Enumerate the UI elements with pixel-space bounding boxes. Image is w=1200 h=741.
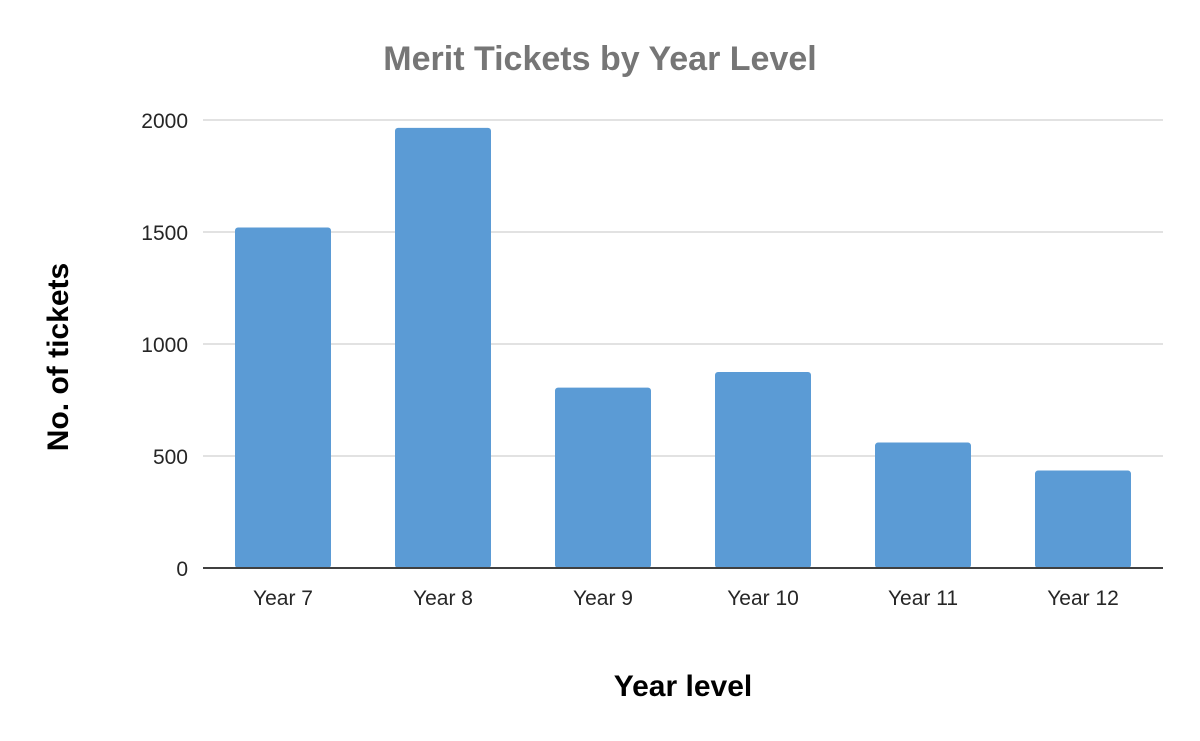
x-tick-label: Year 12 [1047, 587, 1119, 610]
bar-year-10 [715, 372, 811, 568]
bar-year-11 [875, 442, 971, 568]
bars [235, 127, 1131, 568]
y-tick-label: 1500 [141, 222, 188, 245]
bar-year-7 [235, 227, 331, 568]
bar-year-12 [1035, 470, 1131, 568]
y-axis-title: No. of tickets [42, 263, 75, 451]
x-tick-label: Year 10 [727, 587, 799, 610]
bar-year-9 [555, 387, 651, 568]
y-tick-label: 2000 [141, 110, 188, 133]
y-tick-label: 1000 [141, 334, 188, 357]
x-axis-title: Year level [614, 670, 752, 703]
x-tick-label: Year 8 [413, 587, 473, 610]
y-tick-label: 500 [153, 446, 188, 469]
y-tick-label: 0 [176, 558, 188, 581]
x-axis-ticks: Year 7 Year 8 Year 9 Year 10 Year 11 Year 12 [253, 587, 1119, 610]
y-axis-ticks: 0 500 1000 1500 2000 [141, 110, 188, 581]
x-tick-label: Year 11 [888, 587, 958, 610]
gridlines [203, 119, 1163, 457]
x-tick-label: Year 9 [573, 587, 633, 610]
chart-title: Merit Tickets by Year Level [383, 40, 816, 78]
x-tick-label: Year 7 [253, 587, 313, 610]
bar-year-8 [395, 127, 491, 568]
